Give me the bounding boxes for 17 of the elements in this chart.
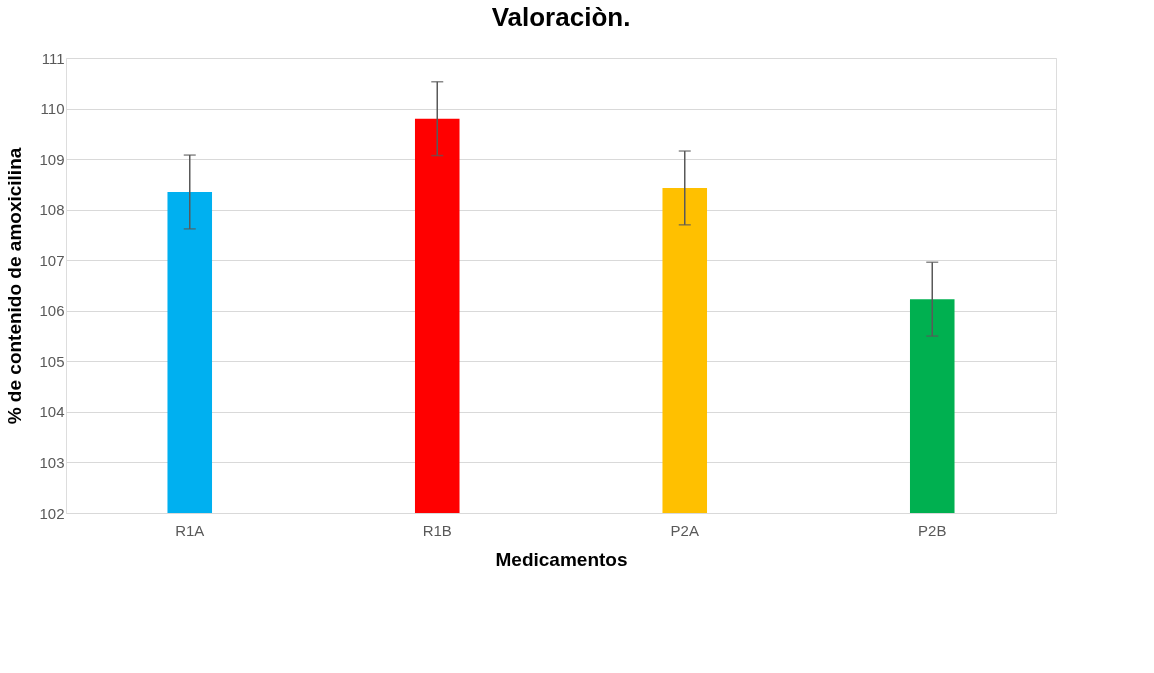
y-tick-label: 111 — [41, 49, 65, 67]
y-tick-label: 110 — [40, 100, 65, 118]
y-axis-title: % de contenido de amoxicilina — [4, 147, 26, 425]
y-tick-label: 102 — [39, 504, 65, 522]
chart-title: Valoraciòn. — [491, 2, 631, 32]
y-tick-label: 104 — [39, 403, 65, 421]
x-axis-title: Medicamentos — [495, 548, 628, 570]
x-tick-label: R1A — [175, 521, 205, 539]
y-tick-label: 109 — [39, 150, 65, 168]
y-tick-label: 106 — [39, 302, 65, 320]
x-tick-label: R1B — [422, 521, 452, 539]
y-tick-label: 105 — [39, 352, 65, 370]
x-tick-label: P2B — [918, 521, 947, 539]
y-tick-label: 107 — [39, 251, 65, 269]
y-tick-label: 108 — [39, 201, 65, 219]
y-tick-label: 103 — [39, 453, 65, 471]
x-tick-label: P2A — [670, 521, 699, 539]
